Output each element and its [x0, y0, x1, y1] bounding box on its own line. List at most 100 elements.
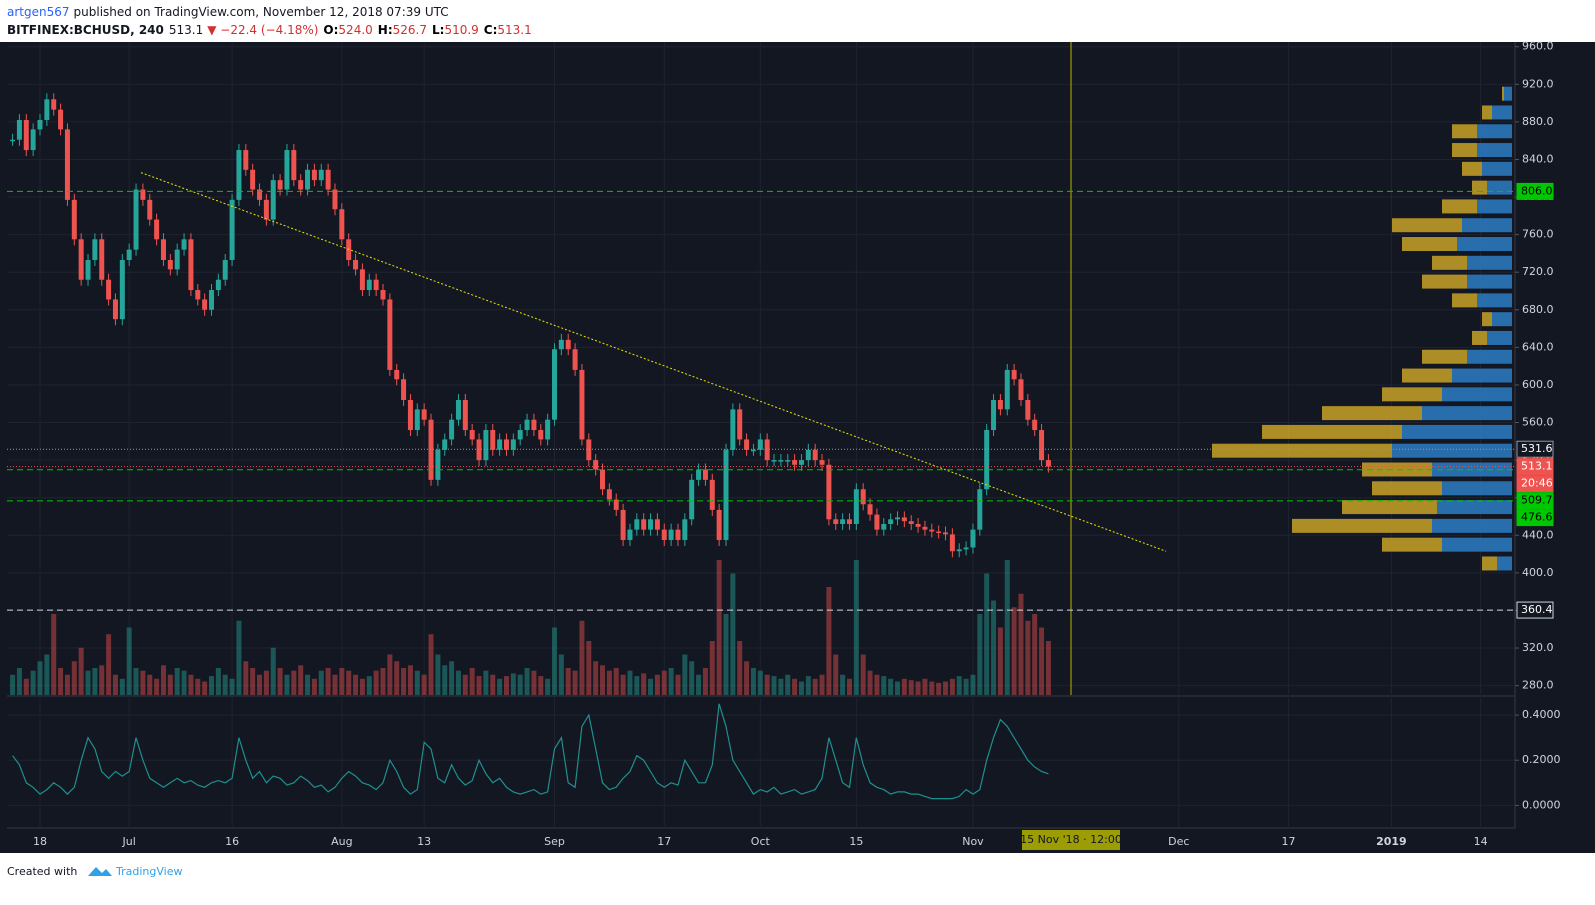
level-label-bg: [1516, 601, 1554, 619]
volume-bar: [702, 668, 708, 695]
volume-bar: [147, 674, 153, 695]
level-label-bg: [1516, 475, 1554, 493]
level-label: 20:46: [1521, 477, 1553, 490]
candle: [737, 409, 743, 440]
ohlc-value: 524.0: [338, 23, 372, 37]
candle: [147, 199, 153, 220]
level-label-bg: [1516, 492, 1554, 510]
y-tick-label: 960.0: [1522, 40, 1554, 53]
volume-bar: [85, 670, 91, 695]
profile-up: [1492, 105, 1512, 120]
candle: [37, 119, 43, 130]
candle: [503, 439, 509, 450]
volume-bar: [970, 674, 976, 695]
volume-bar: [723, 614, 729, 695]
candle: [1032, 419, 1038, 431]
profile-down: [1472, 330, 1487, 345]
profile-down: [1322, 406, 1422, 421]
candle: [895, 517, 900, 520]
ohlc-key: O:: [323, 23, 338, 37]
volume-bar: [750, 668, 756, 695]
indicator-line: [12, 703, 1049, 800]
volume-bar: [922, 678, 928, 695]
volume-bar: [414, 670, 420, 695]
footer-brand[interactable]: TradingView: [115, 865, 182, 878]
candle: [1045, 460, 1051, 467]
volume-bar: [696, 674, 702, 695]
candle: [277, 180, 283, 190]
candle: [970, 529, 976, 548]
volume-bar: [881, 676, 887, 695]
profile-up: [1482, 161, 1512, 176]
candle: [634, 519, 640, 530]
profile-down: [1452, 124, 1477, 139]
volume-bar: [133, 668, 139, 695]
volume-bar: [270, 647, 276, 695]
volume-bar: [730, 573, 736, 695]
candle: [963, 547, 969, 550]
author[interactable]: artgen567: [7, 5, 70, 19]
profile-up: [1422, 406, 1512, 421]
y-tick-label: 760.0: [1522, 228, 1554, 241]
volume-bar: [593, 661, 599, 695]
profile-up: [1442, 387, 1512, 402]
x-tick-label: 16: [225, 835, 239, 848]
volume-bar: [798, 681, 804, 695]
profile-up: [1492, 312, 1512, 327]
volume-bar: [229, 678, 235, 695]
candle: [442, 439, 448, 450]
candle: [483, 430, 489, 461]
candle: [58, 109, 64, 130]
volume-bar: [895, 681, 900, 695]
candle: [490, 430, 496, 450]
volume-bar: [154, 678, 160, 695]
candle: [991, 399, 997, 431]
volume-bar: [661, 670, 667, 695]
volume-bar: [284, 674, 290, 695]
profile-down: [1452, 293, 1477, 308]
volume-bar: [613, 668, 619, 695]
volume-bar: [140, 670, 146, 695]
volume-bar: [620, 674, 626, 695]
candle: [222, 259, 228, 280]
candle: [325, 169, 331, 190]
candle: [263, 199, 269, 220]
x-tick-label: Oct: [751, 835, 771, 848]
ohlc-value: 510.9: [444, 23, 478, 37]
volume-bar: [71, 661, 77, 695]
volume-bar: [380, 668, 386, 695]
volume-bar: [812, 678, 818, 695]
volume-bar: [421, 674, 427, 695]
volume-bar: [634, 676, 640, 695]
volume-bar: [545, 678, 551, 695]
candle: [160, 239, 166, 260]
volume-bar: [119, 678, 125, 695]
y-tick-label: 880.0: [1522, 115, 1554, 128]
candle: [167, 259, 173, 270]
candle: [997, 399, 1003, 410]
profile-up: [1477, 143, 1512, 158]
y-tick-label: 840.0: [1522, 152, 1554, 165]
level-label-bg: [1516, 440, 1554, 458]
profile-down: [1462, 161, 1482, 176]
y-tick-label: 560.0: [1522, 416, 1554, 429]
volume-bar: [394, 661, 400, 695]
candle: [785, 460, 791, 462]
candle: [792, 460, 798, 465]
candle: [353, 259, 359, 270]
x-tick-label: Jul: [122, 835, 136, 848]
profile-down: [1402, 237, 1457, 252]
candle: [92, 239, 98, 260]
volume-bar: [160, 665, 166, 695]
volume-bar: [1039, 627, 1045, 695]
candle: [702, 469, 708, 480]
candle: [524, 419, 530, 431]
candle: [318, 169, 324, 181]
volume-bar: [215, 668, 221, 695]
volume-bar: [867, 670, 873, 695]
candle: [10, 139, 16, 142]
x-tick-label: 15: [849, 835, 863, 848]
candle: [401, 379, 407, 400]
candle: [305, 169, 311, 190]
candle: [188, 239, 194, 291]
